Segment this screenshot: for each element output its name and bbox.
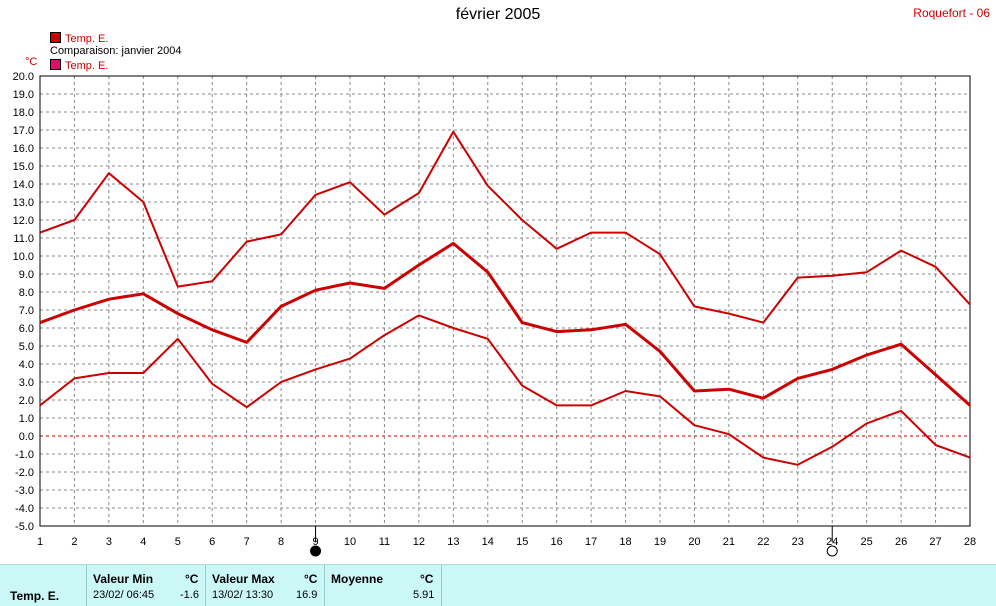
legend-comparison-series-label: Temp. E. (65, 60, 109, 72)
x-tick-label: 15 (516, 536, 528, 548)
plot-frame (39, 75, 971, 527)
station-name: Roquefort - 06 (913, 6, 990, 20)
stats-max-cell: Valeur Max °C 13/02/ 13:30 16.9 (206, 565, 325, 606)
y-tick-label: 11.0 (13, 233, 34, 245)
x-tick-label: 27 (929, 536, 941, 548)
stats-mean-cell: Moyenne °C 5.91 (325, 565, 442, 606)
stats-max-when: 13/02/ 13:30 (212, 589, 274, 601)
stats-max-unit: °C (304, 572, 318, 586)
stats-min-unit: °C (185, 572, 199, 586)
stats-panel: Temp. E. Valeur Min °C 23/02/ 06:45 -1.6… (0, 564, 996, 606)
x-tick-label: 13 (447, 536, 459, 548)
y-tick-label: 19.0 (13, 89, 34, 101)
y-tick-label: 12.0 (13, 215, 34, 227)
x-tick-label: 19 (654, 536, 666, 548)
x-tick-label: 6 (209, 536, 215, 548)
stats-max-value: 16.9 (296, 589, 318, 601)
stats-min-when: 23/02/ 06:45 (93, 589, 155, 601)
chart-title: février 2005 (455, 6, 541, 23)
x-tick-label: 22 (757, 536, 769, 548)
stats-max-header: Valeur Max (212, 572, 275, 586)
x-tick-label: 25 (861, 536, 873, 548)
legend-comparison-label: Comparaison: janvier 2004 (50, 45, 182, 57)
x-tick-label: 10 (344, 536, 356, 548)
x-tick-label: 5 (175, 536, 181, 548)
y-tick-label: 13.0 (13, 197, 34, 209)
stats-series-cell: Temp. E. (0, 565, 87, 606)
y-tick-label: 6.0 (19, 323, 34, 335)
x-tick-label: 7 (244, 536, 250, 548)
x-tick-label: 3 (106, 536, 112, 548)
x-tick-label: 1 (37, 536, 43, 548)
legend-comparison-swatch (50, 59, 61, 70)
x-tick-label: 23 (792, 536, 804, 548)
y-tick-label: 20.0 (13, 71, 34, 83)
legend-swatch (50, 32, 61, 43)
x-tick-label: 17 (585, 536, 597, 548)
stats-mean-unit: °C (420, 572, 434, 586)
y-tick-label: 14.0 (13, 179, 34, 191)
y-tick-label: 15.0 (13, 161, 34, 173)
y-tick-label: 4.0 (19, 359, 34, 371)
series-line-min (39, 314, 971, 466)
y-tick-label: 1.0 (19, 413, 34, 425)
legend-series: Temp. E. (50, 32, 108, 45)
y-tick-label: -1.0 (15, 449, 34, 461)
y-tick-label: 16.0 (13, 143, 34, 155)
y-tick-label: 18.0 (13, 107, 34, 119)
legend-comparison: Comparaison: janvier 2004 (50, 45, 181, 57)
series-line-max (39, 130, 971, 324)
y-tick-label: 3.0 (19, 377, 34, 389)
x-tick-label: 21 (723, 536, 735, 548)
y-tick-label: 5.0 (19, 341, 34, 353)
x-tick-label: 11 (379, 536, 390, 548)
stats-mean-value: 5.91 (413, 589, 435, 601)
x-tick-label: 4 (140, 536, 146, 548)
x-tick-label: 16 (551, 536, 563, 548)
y-tick-label: -2.0 (15, 467, 34, 479)
y-tick-label: -5.0 (15, 521, 34, 533)
x-tick-label: 14 (482, 536, 494, 548)
x-tick-label: 28 (964, 536, 976, 548)
filled-circle-marker (310, 545, 322, 557)
x-tick-label: 12 (413, 536, 425, 548)
y-tick-label: 10.0 (13, 251, 34, 263)
stats-min-header: Valeur Min (93, 572, 154, 586)
stats-mean-header: Moyenne (331, 572, 384, 586)
series-line-mean (39, 241, 971, 407)
stats-series-label: Temp. E. (10, 589, 60, 603)
y-tick-label: -3.0 (15, 485, 34, 497)
y-tick-label: 7.0 (19, 305, 34, 317)
empty-circle-marker (826, 545, 838, 557)
x-tick-label: 20 (688, 536, 700, 548)
y-tick-label: 0.0 (19, 431, 34, 443)
stats-min-value: -1.6 (180, 589, 199, 601)
y-tick-label: 17.0 (13, 125, 34, 137)
y-tick-label: 9.0 (19, 269, 34, 281)
x-tick-label: 2 (71, 536, 77, 548)
temperature-chart: °C -5.0 -4.0 -3.0 -2.0 -1.0 0.0 1.0 2.0 3.0 4.0 5.… (13, 56, 976, 557)
stats-min-cell: Valeur Min °C 23/02/ 06:45 -1.6 (87, 565, 206, 606)
legend-comparison-series: Temp. E. (50, 59, 108, 72)
y-tick-label: -4.0 (15, 503, 34, 515)
x-tick-label: 18 (619, 536, 631, 548)
legend-series-label: Temp. E. (65, 33, 109, 45)
y-tick-label: 8.0 (19, 287, 34, 299)
x-tick-label: 8 (278, 536, 284, 548)
y-tick-label: 2.0 (19, 395, 34, 407)
y-axis-unit: °C (25, 56, 37, 68)
x-tick-label: 26 (895, 536, 907, 548)
